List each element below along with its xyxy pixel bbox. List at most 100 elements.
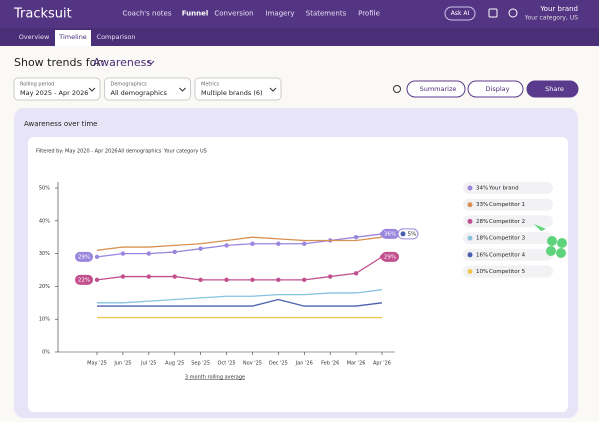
legend-name: Your brand (488, 186, 519, 192)
y-tick-label: 50% (39, 186, 50, 192)
data-point (146, 251, 152, 256)
data-point (250, 277, 255, 283)
change-label: 5% (408, 231, 417, 237)
clover-leaf (557, 238, 567, 248)
filter-dropdown[interactable] (194, 77, 282, 101)
logo[interactable]: Tracksuit (13, 7, 72, 22)
data-point (146, 274, 152, 279)
chevron (179, 87, 186, 92)
filter-chip: US (200, 149, 207, 155)
legend-swatch (467, 202, 473, 208)
legend-name: Competitor 2 (489, 219, 525, 225)
heading-metric[interactable]: Awareness (93, 56, 152, 69)
legend-swatch (467, 252, 473, 258)
legend-value: 33% (476, 202, 488, 208)
y-tick-label: 30% (39, 251, 50, 257)
tab-bar (0, 28, 599, 46)
x-tick-label: May '25 (87, 361, 107, 367)
value-label-bubble (75, 251, 93, 262)
ask-ai-label[interactable]: Ask AI (451, 10, 470, 17)
help-icon[interactable] (393, 85, 401, 93)
tab[interactable]: Overview (19, 33, 50, 41)
action-label[interactable]: Display (486, 85, 510, 93)
x-tick-label: Dec '25 (269, 361, 288, 367)
clover-leaf (556, 248, 566, 258)
action-label[interactable]: Share (545, 85, 564, 93)
data-point (224, 243, 229, 248)
legend-item[interactable] (463, 182, 553, 194)
filter-value: All demographics (111, 89, 168, 97)
action-label[interactable]: Summarize (420, 85, 457, 93)
data-point (172, 249, 177, 255)
legend-value: 34% (476, 186, 488, 192)
value-label-bubble (75, 274, 93, 285)
top-nav (0, 0, 599, 28)
x-tick-label: Aug '25 (165, 361, 184, 367)
filter-label: Metrics (201, 82, 220, 88)
legend-swatch (467, 218, 473, 224)
nav-item[interactable]: Funnel (182, 10, 209, 18)
nav-item[interactable]: Imagery (266, 10, 295, 18)
series-line (96, 256, 383, 281)
brand-category[interactable]: Your category, US (524, 15, 578, 22)
nav-item[interactable]: Coach's notes (123, 10, 172, 18)
legend-value: 18% (476, 236, 488, 242)
legend-name: Competitor 4 (489, 252, 526, 258)
chart-panel (28, 137, 568, 412)
chevron (147, 60, 155, 65)
value-label: 29% (384, 254, 396, 260)
tab[interactable]: Comparison (97, 33, 136, 41)
filter-value: May 2025 - Apr 2026 (20, 89, 88, 97)
legend-name: Competitor 3 (489, 236, 526, 242)
data-point (250, 241, 255, 246)
nav-item[interactable]: Statements (306, 10, 347, 18)
action-button[interactable] (406, 80, 466, 98)
heading-label: Show trends for: (14, 56, 104, 69)
legend-item[interactable] (463, 215, 553, 228)
legend-item[interactable] (463, 198, 553, 211)
x-tick-label: Jul '25 (140, 361, 156, 367)
nav-item[interactable]: Profile (358, 10, 380, 18)
series-line (96, 236, 383, 251)
value-label: 29% (78, 254, 90, 260)
data-point (276, 241, 281, 246)
action-button[interactable] (526, 80, 579, 98)
edit-icon[interactable] (488, 8, 498, 18)
legend-value: 16% (476, 252, 488, 258)
series-line (97, 298, 383, 307)
action-button[interactable] (467, 80, 524, 98)
nav-item[interactable]: Conversion (214, 10, 253, 18)
x-tick-label: Jan '26 (295, 361, 313, 367)
y-tick-label: 0% (42, 350, 50, 356)
data-point (198, 277, 203, 283)
filter-dropdown[interactable] (13, 77, 101, 101)
settings-icon[interactable] (508, 8, 518, 18)
value-label-bubble (381, 228, 399, 239)
legend-item[interactable] (463, 248, 553, 261)
data-point (120, 251, 126, 256)
filter-chip: Your category (163, 149, 198, 155)
data-point (94, 254, 100, 260)
data-point (120, 274, 126, 279)
legend-swatch (467, 185, 473, 191)
legend-swatch (467, 269, 473, 274)
filter-dropdown[interactable] (104, 77, 191, 101)
x-tick-label: Nov '25 (243, 361, 262, 367)
data-point (302, 241, 307, 246)
x-tick-label: Oct '25 (218, 361, 236, 367)
legend-item[interactable] (463, 265, 553, 278)
clover-leaf (547, 236, 557, 246)
brand-name[interactable]: Your brand (539, 5, 578, 13)
filter-caption: Filtered by: (36, 149, 64, 155)
legend-value: 10% (476, 269, 488, 275)
chevron (269, 87, 277, 92)
filter-value: Multiple brands (6) (201, 89, 263, 97)
ask-ai-button[interactable] (444, 6, 476, 21)
x-tick-label: Feb '26 (321, 361, 339, 367)
tab[interactable]: Timeline (58, 33, 87, 41)
active-tab (55, 30, 91, 46)
legend-item[interactable] (463, 232, 553, 245)
filter-chip: May 2020 - Apr 2026 (65, 149, 118, 155)
y-tick-label: 10% (39, 317, 50, 323)
